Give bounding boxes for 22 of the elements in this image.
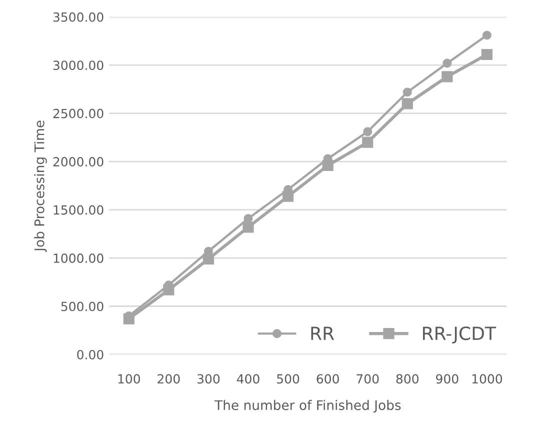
y-tick-label: 500.00 xyxy=(61,302,104,312)
legend-label: RR-JCDT xyxy=(423,326,496,344)
y-axis-title: Job Processing Time xyxy=(34,120,47,252)
x-tick-label: 100 xyxy=(118,374,140,384)
y-tick-label: 1500.00 xyxy=(54,205,104,215)
x-tick-label: 600 xyxy=(316,374,339,384)
x-tick-label: 700 xyxy=(356,374,379,384)
y-tick-label: 3500.00 xyxy=(53,12,104,22)
x-tick-label: 500 xyxy=(277,374,300,384)
legend-label: RR xyxy=(311,326,334,340)
y-tick-label: 0.00 xyxy=(77,350,104,360)
x-axis-title: The number of Finished Jobs xyxy=(214,400,401,413)
x-tick-label: 300 xyxy=(197,374,220,384)
y-tick-label: 1000.00 xyxy=(54,253,104,263)
x-tick-label: 900 xyxy=(436,374,458,384)
y-tick-label: 2500.00 xyxy=(53,108,104,118)
x-tick-label: 1000 xyxy=(472,374,502,384)
y-tick-label: 3000.00 xyxy=(53,60,104,70)
x-tick-label: 800 xyxy=(396,374,418,384)
y-tick-label: 2000.00 xyxy=(53,157,104,166)
x-tick-label: 400 xyxy=(236,374,260,384)
x-tick-label: 200 xyxy=(158,374,180,384)
